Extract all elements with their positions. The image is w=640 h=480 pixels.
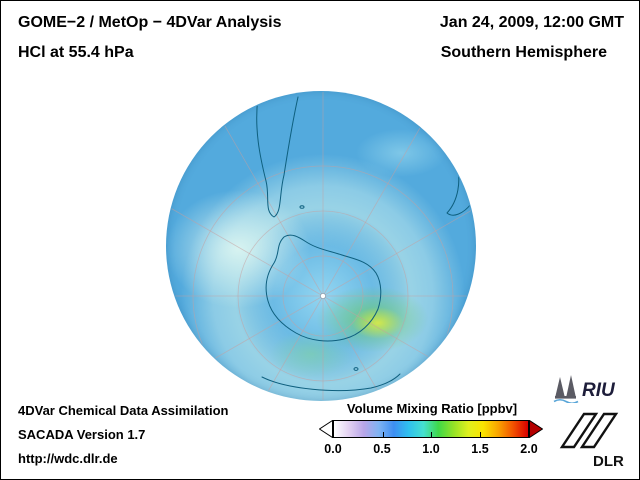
colorbar-tick-mark [382,432,384,437]
plot-hemisphere: Southern Hemisphere [440,44,607,61]
island [353,367,359,371]
footer-version-label: SACADA Version 1.7 [18,427,146,442]
colorbar-tick-labels: 0.0 0.5 1.0 1.5 2.0 [324,442,537,457]
tick-label-3: 1.5 [471,442,489,456]
footer-url: http://wdc.dlr.de [18,451,118,466]
tick-label-0: 0.0 [324,442,342,456]
colorbar-tick-mark [431,432,432,437]
cathedral-icon [555,375,576,399]
plot-title: GOME−2 / MetOp − 4DVar Analysis [18,14,282,31]
colorbar [319,420,543,438]
coastline-australasia [261,373,401,392]
falkland-islands [299,205,305,209]
dlr-logo-text: DLR [593,453,624,469]
graticule-grid [167,92,475,400]
riu-logo-text: RIU [582,380,616,401]
tick-label-2: 1.0 [422,442,440,456]
tick-label-1: 0.5 [373,442,391,456]
dlr-mark-icon [559,412,619,449]
riu-wave-icon [553,398,579,405]
colorbar-right-arrow [529,420,543,438]
coastline-antarctica [265,234,382,342]
colorbar-gradient [333,420,529,438]
plot-subtitle: HCl at 55.4 hPa [18,44,134,61]
dlr-logo: DLR [555,409,627,470]
coastlines [256,96,472,392]
pole-marker [320,293,326,299]
colorbar-left-arrow [319,420,333,438]
tick-label-4: 2.0 [520,442,538,456]
coastline-south-america [256,96,299,218]
colorbar-title: Volume Mixing Ratio [ppbv] [346,401,518,416]
coastline-africa [419,102,472,216]
globe-map [166,91,476,401]
plot-datetime: Jan 24, 2009, 12:00 GMT [439,14,624,31]
colorbar-tick-mark [479,432,481,437]
globe-overlay [167,92,475,400]
footer-assimilation-label: 4DVar Chemical Data Assimilation [18,403,229,418]
riu-logo: RIU [551,372,627,405]
